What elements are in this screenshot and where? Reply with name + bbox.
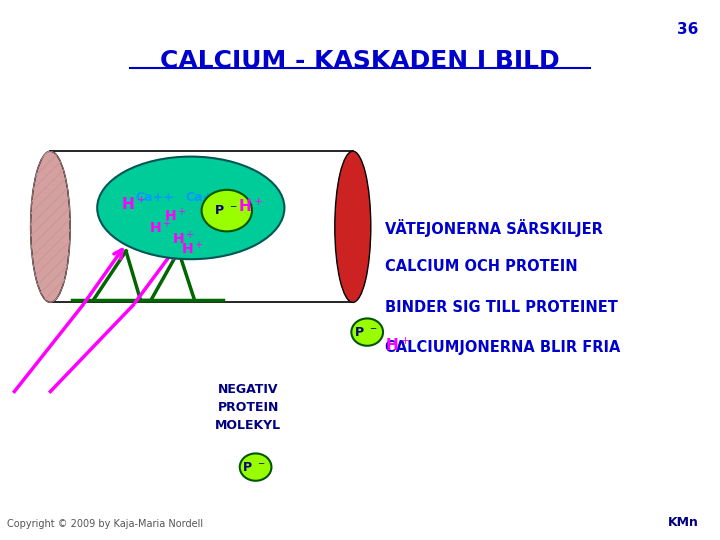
Ellipse shape [335,151,371,302]
Text: H$^+$: H$^+$ [238,198,263,215]
Text: H$^+$: H$^+$ [385,337,410,354]
Text: H$^+$: H$^+$ [172,230,195,247]
Text: CALCIUM OCH PROTEIN: CALCIUM OCH PROTEIN [385,259,578,274]
Text: Ca++: Ca++ [135,191,174,204]
Text: P $^-$: P $^-$ [354,326,377,339]
Text: Ca++: Ca++ [186,191,225,204]
Text: CALCIUM - KASKADEN I BILD: CALCIUM - KASKADEN I BILD [160,49,560,72]
Ellipse shape [240,454,271,481]
Text: P $^-$: P $^-$ [243,461,266,474]
Ellipse shape [97,157,284,259]
Text: H$^+$: H$^+$ [181,240,204,257]
Text: P $^-$: P $^-$ [214,204,237,217]
Ellipse shape [351,319,383,346]
Text: CALCIUMJONERNA BLIR FRIA: CALCIUMJONERNA BLIR FRIA [385,340,621,355]
Text: 36: 36 [677,22,698,37]
Text: NEGATIV
PROTEIN
MOLEKYL: NEGATIV PROTEIN MOLEKYL [215,383,282,432]
Text: H$^+$: H$^+$ [121,195,145,213]
Ellipse shape [31,151,71,302]
FancyBboxPatch shape [50,151,353,302]
Text: KMn: KMn [667,516,698,529]
Text: BINDER SIG TILL PROTEINET: BINDER SIG TILL PROTEINET [385,300,618,315]
Text: Copyright © 2009 by Kaja-Maria Nordell: Copyright © 2009 by Kaja-Maria Nordell [7,519,203,529]
Text: H$^+$: H$^+$ [148,219,171,237]
Text: H$^+$: H$^+$ [163,207,186,225]
Ellipse shape [202,190,252,232]
Text: VÄTEJONERNA SÄRSKILJER: VÄTEJONERNA SÄRSKILJER [385,219,603,237]
